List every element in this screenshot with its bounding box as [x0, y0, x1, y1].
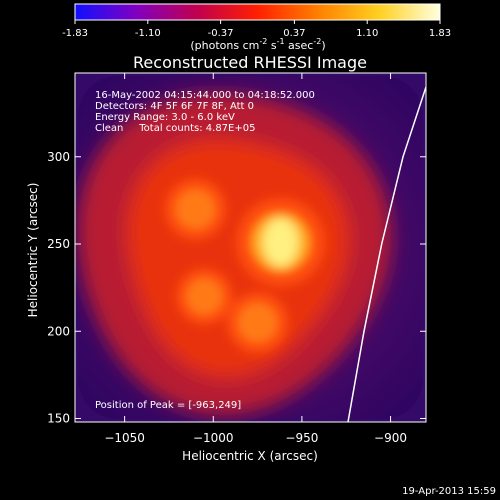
- colorbar-tick-label: 1.10: [356, 28, 378, 39]
- solar-limb: [347, 86, 426, 422]
- footer-date: 19-Apr-2013 15:59: [402, 486, 496, 497]
- plot-frame: [74, 72, 427, 423]
- y-axis-label: Heliocentric Y (arcsec): [26, 183, 40, 318]
- x-axis-label: Heliocentric X (arcsec): [182, 449, 318, 463]
- sources-layer: [164, 178, 326, 354]
- info-line: 16-May-2002 04:15:44.000 to 04:18:52.000: [95, 90, 315, 101]
- source-core: [186, 278, 223, 315]
- chart-title: Reconstructed RHESSI Image: [133, 53, 367, 72]
- y-axis-ticks: 150 200 250 300: [47, 150, 426, 426]
- colorbar-tick-label: -0.37: [208, 28, 234, 39]
- x-tick-label: −950: [285, 431, 318, 445]
- colorbar-tick-label: -1.10: [135, 28, 161, 39]
- colorbar-tick-label: 0.37: [283, 28, 305, 39]
- y-tick-label: 250: [47, 237, 70, 251]
- peak-label: Position of Peak = [-963,249]: [95, 400, 241, 411]
- colorbar-tick-label: -1.83: [62, 28, 88, 39]
- y-tick-label: 200: [47, 324, 70, 338]
- y-tick-label: 300: [47, 150, 70, 164]
- source-core: [237, 302, 278, 343]
- x-tick-label: −900: [374, 431, 407, 445]
- info-line: Detectors: 4F 5F 6F 7F 8F, Att 0: [95, 101, 254, 112]
- colorbar-bar: [74, 3, 441, 21]
- image-area: [75, 73, 426, 422]
- info-line: Clean Total counts: 4.87E+05: [95, 123, 255, 134]
- source-core: [175, 189, 216, 230]
- colorbar-tick-label: 1.83: [429, 28, 451, 39]
- info-block: 16-May-2002 04:15:44.000 to 04:18:52.000…: [95, 90, 315, 134]
- colorbar-ticks: -1.83 -1.10 -0.37 0.37 1.10 1.83: [62, 20, 451, 39]
- x-tick-label: −1050: [104, 431, 145, 445]
- colorbar-units: (photons cm-2 s-1 asec-2): [190, 37, 325, 52]
- source-peak: [263, 218, 299, 267]
- colorbar: -1.83 -1.10 -0.37 0.37 1.10 1.83 (photons cm-…: [62, 3, 451, 52]
- x-tick-label: −1000: [193, 431, 234, 445]
- x-axis-ticks: −1050 −1000 −950 −900: [104, 73, 407, 445]
- y-tick-label: 150: [47, 412, 70, 426]
- info-line: Energy Range: 3.0 - 6.0 keV: [95, 112, 235, 123]
